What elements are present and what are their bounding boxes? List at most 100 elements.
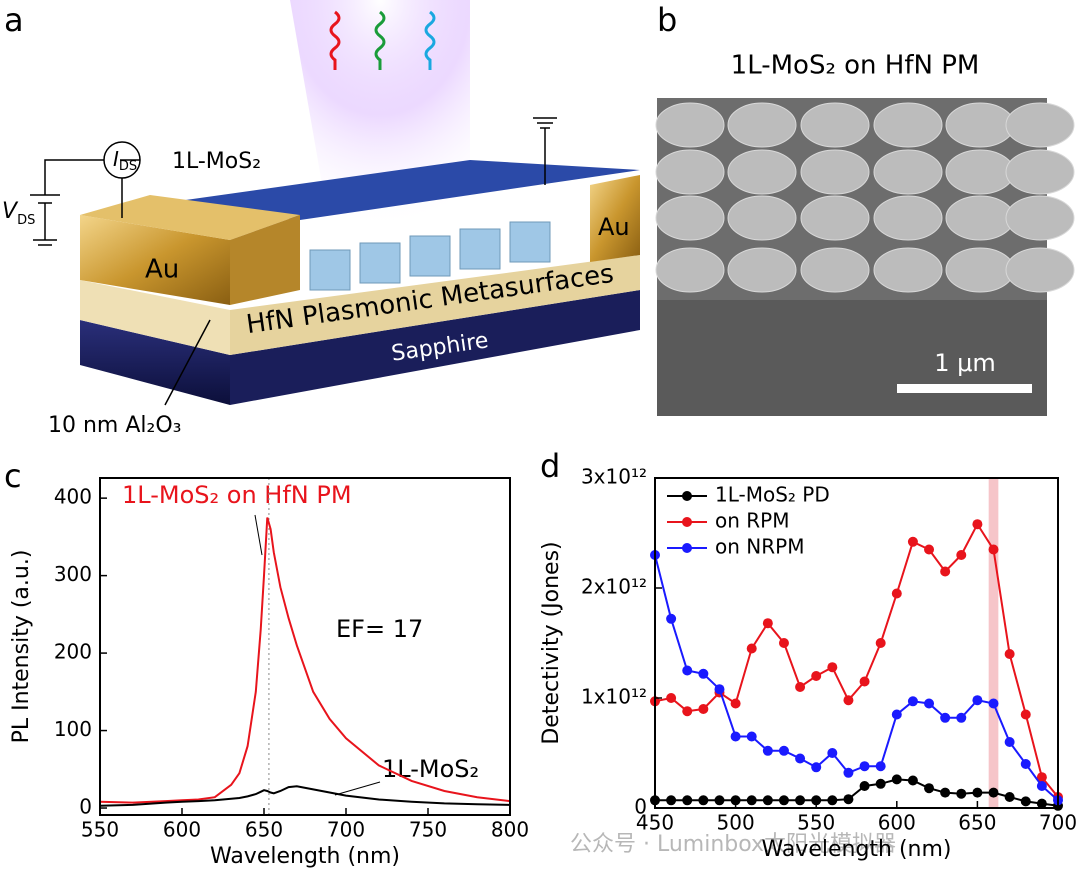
marker [762,795,773,806]
x-tick-label: 600 [163,818,201,842]
disk [800,247,870,293]
y-tick-label: 200 [54,640,92,664]
disk [800,149,870,195]
marker [859,781,870,791]
photon-green [374,10,386,70]
marker [682,795,693,806]
x-tick-label: 550 [81,818,119,842]
pillars [309,221,551,291]
sem-substrate [657,300,1047,416]
pointer [254,514,263,556]
au-right-label: Au [598,213,630,241]
marker [746,643,757,654]
y-tick-label: 400 [54,485,92,509]
disk [873,102,943,148]
marker [778,795,789,806]
disk [1005,195,1075,241]
disk [1005,247,1075,293]
marker [907,775,918,786]
series-line [99,517,511,804]
marker [875,761,886,772]
circuit [30,117,557,406]
sapphire-front [80,320,230,405]
marker [762,618,773,629]
marker [988,544,999,555]
disk [655,195,725,241]
y-tick-label: 2x10¹² [581,575,647,599]
y-axis-label: PL Intensity (a.u.) [9,550,34,744]
photon-red [329,10,341,70]
y-tick-label: 300 [54,562,92,586]
marker [778,745,789,756]
series-label: 1L-MoS₂ [382,755,479,783]
current-label: IDS [113,147,137,174]
marker [940,712,951,723]
disk [1005,102,1075,148]
marker [843,695,854,706]
marker [811,671,822,681]
marker [778,638,789,648]
marker [714,795,725,806]
marker [956,788,967,799]
marker [907,536,918,547]
marker [795,682,806,692]
marker [730,731,741,742]
marker [827,748,838,758]
x-axis-label: Wavelength (nm) [210,844,400,869]
x-tick-label: 600 [878,811,916,835]
sem-title: 1L-MoS₂ on HfN PM [731,51,980,81]
marker [988,787,999,798]
x-tick-label: 700 [1039,811,1077,835]
x-tick-label: 700 [327,818,365,842]
mos2-label: 1L-MoS₂ [172,149,261,174]
disk [800,195,870,241]
x-tick-label: 450 [636,811,674,835]
disk [727,102,797,148]
marker [730,795,741,806]
marker [827,795,838,806]
marker [956,712,967,723]
disk [945,102,1015,148]
disk [1005,149,1075,195]
marker [843,794,854,805]
marker [972,519,983,530]
oxide-label: 10 nm Al₂O₃ [48,413,181,438]
disk [655,149,725,195]
disk [727,247,797,293]
hfn-side [230,255,640,355]
panel-label: b [657,1,677,39]
marker [1004,792,1015,802]
current-sub: DS [119,159,137,174]
mos2-layer [150,160,640,220]
disk [873,195,943,241]
marker [859,761,870,772]
marker [746,731,757,742]
marker [875,778,886,789]
x-tick-label: 650 [245,818,283,842]
voltage-sub: DS [17,213,35,228]
marker [811,795,822,806]
marker [714,684,725,695]
annotation: EF= 17 [336,615,423,643]
x-tick-label: 650 [958,811,996,835]
x-tick-label: 550 [797,811,835,835]
marker [891,709,902,720]
marker [795,753,806,764]
marker [666,693,677,703]
y-axis-label: Detectivity (Jones) [539,541,564,744]
legend-label: on NRPM [715,535,804,559]
disk [655,247,725,293]
marker [843,767,854,778]
marker [891,588,902,599]
marker [762,745,773,756]
x-tick-label: 750 [409,818,447,842]
marker [1020,759,1031,769]
scale-bar-label: 1 μm [934,349,996,377]
marker [956,550,967,560]
au-left-front [80,215,230,305]
watermark: 公众号 · Luminbox太阳光模拟器 [570,832,896,857]
marker [1020,709,1031,720]
marker [682,706,693,717]
marker [1020,796,1031,807]
